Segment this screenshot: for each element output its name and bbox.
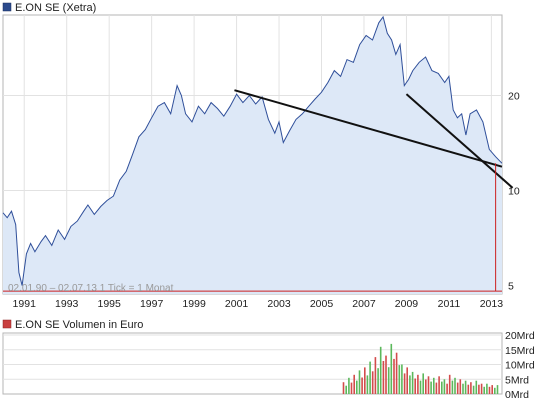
price-x-tick-label: 1993	[55, 298, 79, 310]
price-x-tick-label: 2013	[480, 298, 504, 310]
volume-bar	[358, 370, 361, 394]
volume-bar	[419, 380, 422, 394]
price-y-tick-label: 10	[508, 186, 520, 198]
trendline-1	[234, 89, 503, 168]
volume-bar	[435, 382, 438, 394]
volume-bar	[422, 373, 424, 394]
price-y-tick-label: 20	[508, 91, 520, 103]
volume-bar	[382, 361, 385, 394]
volume-bar	[406, 367, 408, 394]
volume-bar	[395, 352, 398, 394]
volume-bar	[366, 375, 369, 394]
legend-swatch-price	[2, 2, 12, 12]
price-x-tick-label: 1995	[97, 298, 121, 310]
legend-label-volume: E.ON SE Volumen in Euro	[15, 319, 143, 331]
volume-bar	[348, 377, 350, 394]
volume-bar	[411, 371, 414, 394]
volume-bar	[462, 383, 464, 394]
volume-panel: 20Mrd 15Mrd 10Mrd 5Mrd 0Mrd	[2, 330, 535, 401]
volume-y-tick-label: 0Mrd	[505, 389, 529, 401]
volume-bar	[361, 377, 363, 394]
volume-bar	[342, 382, 345, 394]
volume-bar	[417, 374, 419, 394]
volume-bar	[480, 383, 483, 394]
volume-bar	[483, 386, 485, 394]
price-x-tick-label: 2005	[310, 298, 334, 310]
price-x-tick-label: 2009	[395, 298, 419, 310]
volume-bar	[409, 375, 411, 394]
volume-y-tick-label: 20Mrd	[505, 330, 535, 342]
volume-bar	[448, 374, 451, 394]
volume-plot-frame	[2, 332, 503, 395]
volume-bar	[456, 382, 459, 394]
volume-bar	[494, 387, 496, 394]
volume-bar	[345, 385, 347, 394]
volume-bar	[475, 380, 478, 394]
volume-bar	[356, 380, 358, 394]
price-x-tick-label: 2007	[352, 298, 376, 310]
volume-bar	[398, 365, 401, 394]
trendlines	[234, 89, 514, 292]
volume-bar	[385, 355, 387, 394]
volume-bar	[414, 378, 416, 394]
volume-bar	[425, 379, 427, 394]
volume-bar	[371, 371, 374, 394]
volume-bar	[464, 380, 467, 394]
price-series-line	[2, 15, 503, 286]
trendline-2	[405, 93, 514, 189]
volume-bar	[470, 382, 472, 394]
volume-grid	[3, 334, 502, 380]
legend-swatch-volume	[2, 319, 12, 329]
volume-bar	[496, 385, 499, 394]
volume-bar	[472, 385, 475, 394]
volume-bar	[353, 374, 355, 394]
volume-bar	[369, 361, 371, 394]
volume-y-tick-label: 15Mrd	[505, 345, 535, 357]
volume-bar	[377, 368, 379, 394]
volume-bar	[430, 381, 432, 394]
price-x-tick-label: 2001	[225, 298, 249, 310]
volume-bar	[364, 367, 366, 394]
volume-bar	[350, 382, 353, 394]
price-y-tick-label: 5	[508, 281, 514, 293]
volume-bar	[379, 346, 382, 394]
volume-bar	[488, 386, 491, 394]
volume-bar	[401, 364, 403, 394]
price-x-tick-label: 2011	[438, 298, 461, 310]
price-x-tick-label: 1999	[182, 298, 206, 310]
price-panel: 20 10 5 1991 1993 1995 1997 1999 2001 2003 2005 20…	[2, 14, 520, 310]
volume-bar	[441, 381, 443, 394]
volume-bar	[390, 343, 393, 394]
volume-bar	[451, 380, 454, 394]
volume-bar	[478, 384, 480, 394]
volume-bar	[374, 357, 377, 394]
legend-label-price: E.ON SE (Xetra)	[15, 2, 96, 14]
volume-y-tick-label: 5Mrd	[505, 374, 529, 386]
chart-info-text: 02.01.90 – 02.07.13 1 Tick = 1 Monat	[8, 283, 174, 294]
volume-bar	[446, 383, 448, 394]
volume-bar	[403, 373, 406, 394]
price-x-tick-label: 1991	[13, 298, 37, 310]
volume-bar	[387, 367, 390, 394]
volume-bar	[443, 379, 446, 395]
volume-bar	[438, 376, 440, 394]
volume-bar	[486, 383, 488, 394]
volume-bars	[342, 343, 499, 395]
price-x-tick-label: 2003	[267, 298, 291, 310]
price-area-fill	[3, 16, 502, 295]
price-y-axis: 20 10 5	[508, 91, 520, 293]
volume-bar	[459, 379, 462, 395]
volume-y-tick-label: 10Mrd	[505, 360, 535, 372]
price-x-tick-label: 1997	[140, 298, 164, 310]
volume-bar	[454, 377, 456, 394]
volume-y-axis: 20Mrd 15Mrd 10Mrd 5Mrd 0Mrd	[505, 330, 535, 401]
price-x-axis: 1991 1993 1995 1997 1999 2001 2003 2005 2007 2009…	[13, 298, 504, 310]
volume-bar	[427, 376, 430, 394]
volume-bar	[433, 377, 435, 394]
volume-bar	[467, 384, 470, 394]
volume-bar	[393, 358, 395, 394]
volume-bar	[491, 385, 493, 394]
